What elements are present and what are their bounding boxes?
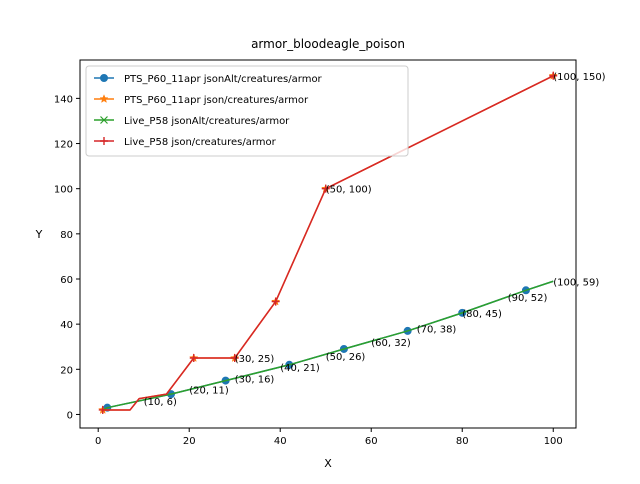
series-point-3-5 [549,71,558,80]
series-point-3-1 [189,354,198,363]
y-tick-label: 120 [54,140,73,151]
series-point-3-3 [271,297,280,306]
series-line-2 [102,280,554,411]
legend-marker-2 [100,116,108,124]
series-point-3-2-shape [230,354,239,363]
y-tick-label: 20 [60,365,73,376]
series-point-3-3-shape [271,297,280,306]
data-annotation: (90, 52) [508,293,548,304]
legend-marker-0-shape [100,74,108,82]
x-axis-label: X [324,457,332,470]
y-tick-label: 40 [60,320,73,331]
series-3 [98,71,558,414]
data-annotation: (10, 6) [144,397,177,408]
x-tick-label: 0 [95,436,101,447]
data-annotation: (30, 25) [235,354,275,365]
legend-marker-1 [99,94,109,103]
data-annotation: (40, 21) [280,363,320,374]
series-2 [102,280,554,411]
data-annotation: (50, 26) [326,352,366,363]
legend-entry-1: PTS_P60_11apr json/creatures/armor [94,94,309,106]
legend-label-3: Live_P58 json/creatures/armor [124,137,277,148]
legend-marker-2-shape [100,116,108,124]
y-tick-label: 80 [60,230,73,241]
data-annotation: (20, 11) [189,386,229,397]
legend-label-0: PTS_P60_11apr jsonAlt/creatures/armor [124,74,323,85]
chart-title: armor_bloodeagle_poison [251,37,405,51]
series-point-3-4 [321,184,330,193]
series-point-3-0-shape [98,405,107,414]
data-annotation: (60, 32) [371,338,411,349]
x-tick-label: 80 [456,436,469,447]
legend-box [85,65,409,157]
legend-marker-3 [100,137,108,145]
x-tick-label: 60 [365,436,378,447]
legend-entry-2: Live_P58 jsonAlt/creatures/armor [94,116,290,127]
axes-frame [79,59,577,429]
legend-marker-1-shape [99,94,109,103]
legend-entry-3: Live_P58 json/creatures/armor [94,137,277,148]
legend-marker-0 [100,74,108,82]
series-layer [98,70,558,414]
axes-layer: 0 20 40 60 80 100 0 20 40 60 80 100 120 140 [54,59,577,447]
data-annotation: (30, 16) [235,374,275,385]
legend-entry-0: PTS_P60_11apr jsonAlt/creatures/armor [94,74,323,85]
x-tick-label: 20 [183,436,196,447]
legend-label-1: PTS_P60_11apr json/creatures/armor [124,95,309,106]
legend-marker-3-shape [100,137,108,145]
y-tick-label: 140 [54,94,73,105]
y-tick-label: 60 [60,275,73,286]
legend-label-2: Live_P58 jsonAlt/creatures/armor [124,116,290,127]
data-annotation: (80, 45) [462,309,502,320]
series-point-3-1-shape [189,354,198,363]
legend: PTS_P60_11apr jsonAlt/creatures/armor PTS… [85,65,409,157]
data-annotation: (50, 100) [326,185,372,196]
y-tick-label: 100 [54,185,73,196]
series-point-3-4-shape [321,184,330,193]
y-axis-label: Y [35,228,43,241]
series-point-3-5-shape [549,71,558,80]
series-point-3-0 [98,405,107,414]
x-tick-label: 100 [544,436,563,447]
x-tick-label: 40 [274,436,287,447]
series-point-3-2 [230,354,239,363]
data-annotation: (70, 38) [417,325,457,336]
y-tick-label: 0 [67,410,73,421]
data-annotation: (100, 150) [553,72,605,83]
